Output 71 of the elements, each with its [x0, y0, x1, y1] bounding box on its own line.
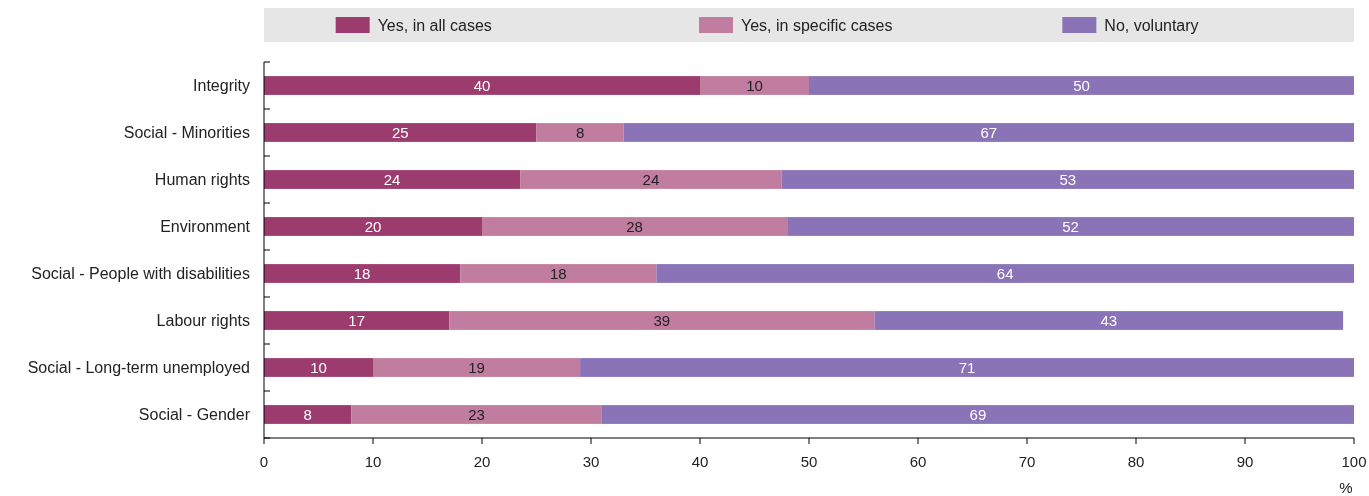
x-tick-label: 90: [1236, 453, 1254, 471]
y-tick-label: Human rights: [154, 171, 250, 189]
data-label: 69: [969, 405, 987, 423]
y-tick-label: Social - Long-term unemployed: [27, 359, 250, 377]
legend-label: No, voluntary: [1104, 16, 1199, 34]
bar: [264, 76, 700, 95]
bar: [601, 405, 1354, 424]
y-tick-label: Labour rights: [156, 312, 250, 330]
data-label: 28: [626, 217, 643, 235]
data-label: 17: [348, 311, 365, 329]
data-label: 24: [383, 170, 401, 188]
data-label: 18: [353, 264, 371, 282]
data-label: 10: [310, 358, 327, 376]
legend-label: Yes, in specific cases: [741, 16, 893, 34]
bar: [700, 76, 809, 95]
y-tick-label: Social - Gender: [138, 406, 251, 424]
data-label: 40: [473, 76, 491, 94]
bar: [520, 170, 782, 189]
data-label: 64: [996, 264, 1014, 282]
bar: [264, 358, 373, 377]
bar: [264, 217, 482, 236]
data-label: 50: [1073, 76, 1090, 94]
x-axis-title: %: [1339, 479, 1353, 496]
data-label: 23: [468, 405, 485, 423]
data-label: 53: [1059, 170, 1077, 188]
data-label: 18: [549, 264, 567, 282]
data-label: 8: [575, 123, 585, 141]
bar: [874, 311, 1344, 330]
data-label: 67: [980, 123, 998, 141]
x-tick-label: 70: [1018, 453, 1036, 471]
x-tick-label: 20: [473, 453, 491, 471]
x-tick-label: 100: [1341, 453, 1367, 471]
bar: [781, 170, 1354, 189]
data-label: 43: [1100, 311, 1118, 329]
y-tick-label: Social - People with disabilities: [31, 265, 250, 283]
bar: [460, 264, 657, 283]
x-tick-label: 10: [364, 453, 382, 471]
bar: [264, 405, 352, 424]
bar: [623, 123, 1354, 142]
bar: [787, 217, 1354, 236]
data-label: 39: [653, 311, 671, 329]
y-tick-label: Social - Minorities: [123, 124, 250, 142]
x-tick-label: 50: [800, 453, 818, 471]
y-tick-label: Environment: [160, 218, 251, 236]
x-tick-label: 0: [259, 453, 269, 471]
bar: [449, 311, 875, 330]
x-tick-label: 30: [582, 453, 600, 471]
bar: [580, 358, 1354, 377]
data-label: 24: [642, 170, 660, 188]
bar: [809, 76, 1354, 95]
bar: [264, 264, 461, 283]
bar: [373, 358, 581, 377]
data-label: 8: [303, 405, 312, 423]
data-label: 52: [1062, 217, 1079, 235]
x-tick-label: 40: [691, 453, 709, 471]
bar: [264, 123, 537, 142]
data-label: 71: [958, 358, 976, 376]
data-label: 10: [746, 76, 763, 94]
legend-label: Yes, in all cases: [377, 16, 492, 34]
x-tick-label: 80: [1127, 453, 1145, 471]
bar: [482, 217, 788, 236]
x-tick-label: 60: [909, 453, 927, 471]
data-label: 20: [364, 217, 382, 235]
y-tick-label: Integrity: [193, 77, 250, 95]
bar: [351, 405, 602, 424]
bar: [536, 123, 624, 142]
data-label: 25: [391, 123, 409, 141]
bar: [656, 264, 1354, 283]
data-label: 19: [468, 358, 485, 376]
bar: [264, 311, 450, 330]
bar: [264, 170, 521, 189]
